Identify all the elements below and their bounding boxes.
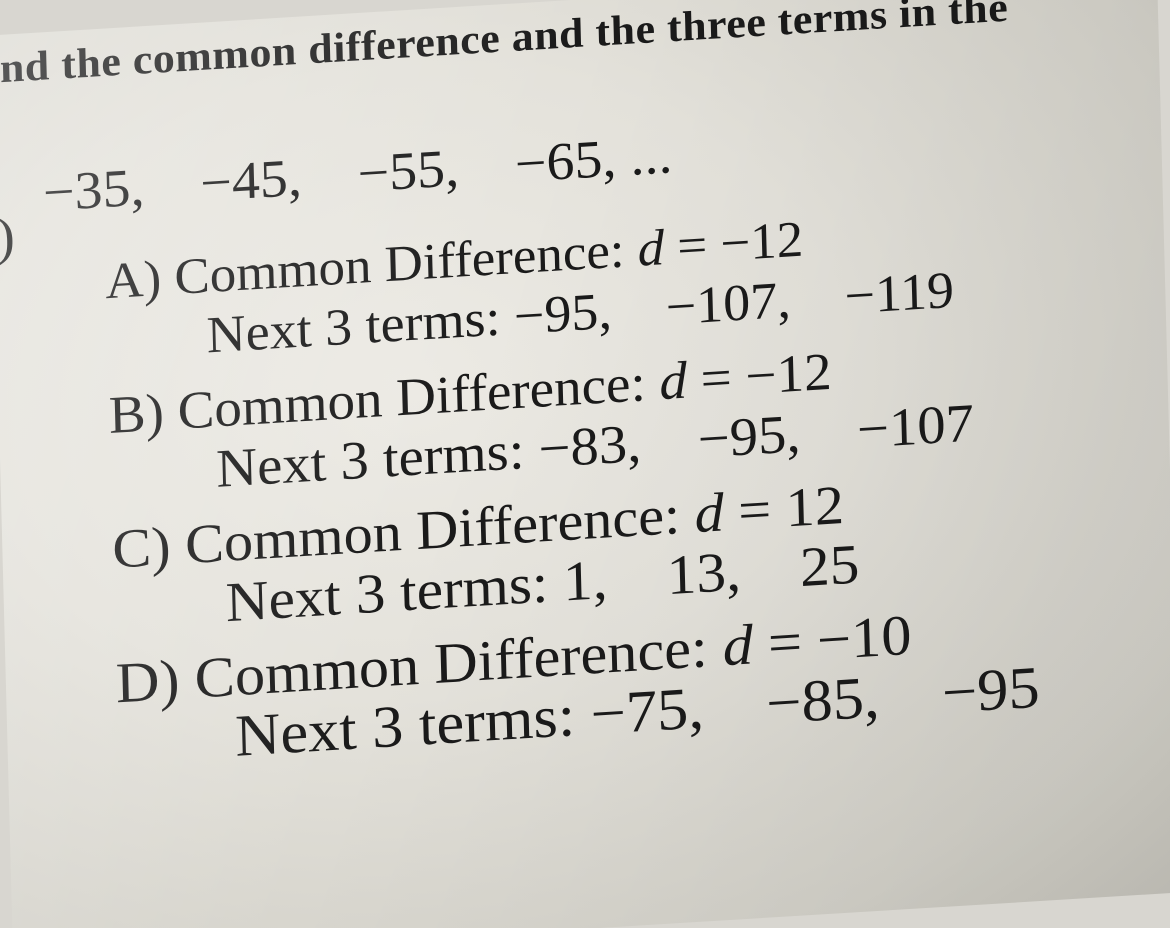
- worksheet-page: Find the common difference and the three…: [0, 0, 1170, 928]
- option-letter: B): [108, 384, 165, 445]
- question-number: 2): [0, 206, 16, 270]
- variable-d: d: [637, 220, 665, 277]
- variable-d: d: [722, 614, 754, 679]
- d-value: = 12: [723, 475, 845, 543]
- options-list: A) Common Difference: d = −12 Next 3 ter…: [105, 187, 1170, 774]
- d-value: = −12: [663, 211, 803, 275]
- option-letter: D): [115, 649, 180, 716]
- d-value: = −12: [686, 343, 832, 410]
- variable-d: d: [659, 352, 688, 412]
- section-heading: Find the common difference and the three…: [0, 0, 1158, 95]
- variable-d: d: [694, 482, 725, 544]
- option-letter: A): [105, 251, 162, 310]
- option-letter: C): [112, 516, 172, 580]
